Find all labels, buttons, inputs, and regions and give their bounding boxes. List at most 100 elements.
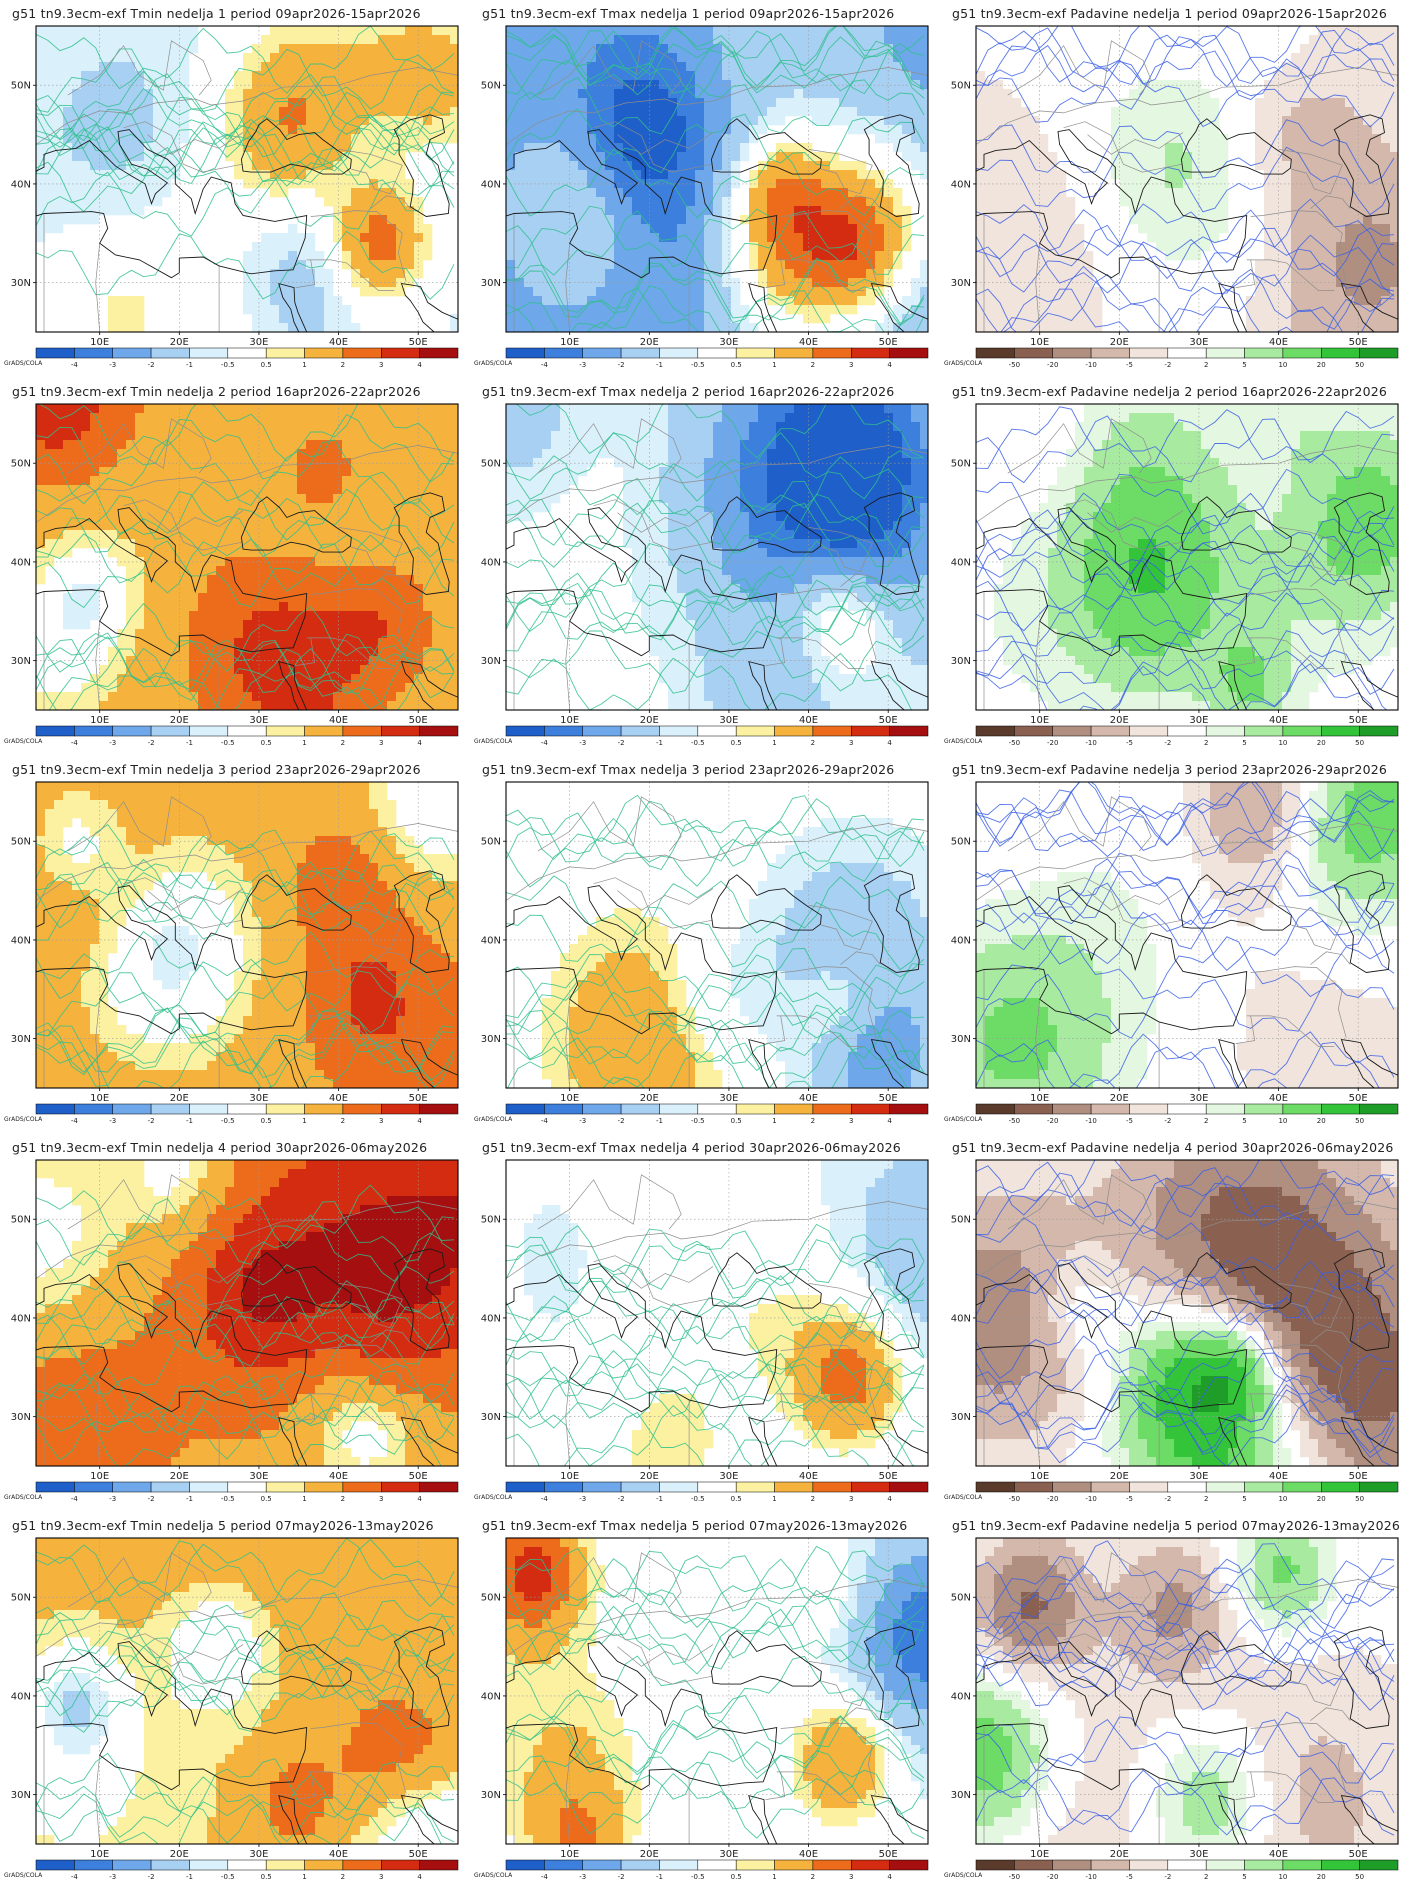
map-panel: g51 tn9.3ecm-exf Tmin nedelja 3 period 2… xyxy=(0,756,470,1135)
colorbar-label: 2 xyxy=(1204,1495,1208,1503)
lon-tick-label: 50E xyxy=(1349,1093,1368,1104)
lat-tick-label: 30N xyxy=(11,1412,31,1423)
colorbar-label: -20 xyxy=(1047,1873,1058,1881)
colorbar-label: -0.5 xyxy=(221,1117,235,1125)
colorbar-label: -10 xyxy=(1085,1495,1096,1503)
colorbar-label: -2 xyxy=(1164,1495,1171,1503)
lon-tick-label: 40E xyxy=(1269,1849,1288,1860)
colorbar-label: -5 xyxy=(1126,1117,1133,1125)
map-figure: 50N 40N 30N 10E 20E 30E 40E 50E -4 -3 -2 -1 -0.5 0.5 1… xyxy=(4,1537,459,1881)
map-figure: 50N 40N 30N 10E 20E 30E 40E 50E -50 -20 -10 -5 -2 2 5 1… xyxy=(944,403,1399,747)
colorbar-label: -2 xyxy=(1164,739,1171,747)
grads-credit: GrADS/COLA xyxy=(474,1494,513,1501)
lon-tick-label: 20E xyxy=(1110,1849,1129,1860)
colorbar-label: -0.5 xyxy=(691,1117,705,1125)
lat-tick-label: 40N xyxy=(951,557,971,568)
map-field xyxy=(976,404,1398,710)
map-panel: g51 tn9.3ecm-exf Padavine nedelja 1 peri… xyxy=(940,0,1410,379)
colorbar-label: 2 xyxy=(1204,361,1208,369)
colorbar-label: 2 xyxy=(811,1117,815,1125)
colorbar-label: 4 xyxy=(417,739,422,747)
lon-tick-label: 10E xyxy=(90,1471,109,1482)
lat-tick-label: 50N xyxy=(11,81,31,92)
map-figure: 50N 40N 30N 10E 20E 30E 40E 50E -50 -20 -10 -5 -2 2 5 1… xyxy=(944,781,1399,1125)
colorbar: -50 -20 -10 -5 -2 2 5 10 20 50 xyxy=(975,1481,1399,1503)
colorbar-label: -4 xyxy=(71,1495,79,1503)
colorbar-label: -4 xyxy=(541,1873,549,1881)
colorbar-label: 10 xyxy=(1278,1117,1287,1125)
lat-tick-label: 50N xyxy=(481,1593,501,1604)
lat-tick-label: 30N xyxy=(11,278,31,289)
colorbar-label: -20 xyxy=(1047,1495,1058,1503)
map-figure: 50N 40N 30N 10E 20E 30E 40E 50E -4 -3 -2 -1 -0.5 0.5 1… xyxy=(4,1159,459,1503)
colorbar-label: 0.5 xyxy=(261,1495,272,1503)
grads-credit: GrADS/COLA xyxy=(944,1494,983,1501)
lat-tick-label: 30N xyxy=(951,1790,971,1801)
colorbar-label: 1 xyxy=(772,1495,776,1503)
colorbar-label: -2 xyxy=(1164,1117,1171,1125)
colorbar-label: 4 xyxy=(417,1117,422,1125)
map-field xyxy=(36,1538,458,1844)
colorbar-label: 0.5 xyxy=(731,361,742,369)
panel-title: g51 tn9.3ecm-exf Tmin nedelja 5 period 0… xyxy=(12,1518,434,1533)
colorbar-label: 3 xyxy=(849,739,853,747)
map-panel: g51 tn9.3ecm-exf Tmax nedelja 1 period 0… xyxy=(470,0,940,379)
lon-tick-label: 50E xyxy=(409,715,428,726)
colorbar-label: 1 xyxy=(772,1873,776,1881)
colorbar-label: 3 xyxy=(849,1117,853,1125)
map-panel: g51 tn9.3ecm-exf Tmin nedelja 2 period 1… xyxy=(0,378,470,757)
lat-tick-label: 50N xyxy=(11,1593,31,1604)
map-panel: g51 tn9.3ecm-exf Padavine nedelja 4 peri… xyxy=(940,1134,1410,1513)
lat-tick-label: 30N xyxy=(481,1412,501,1423)
colorbar: -4 -3 -2 -1 -0.5 0.5 1 2 3 4 xyxy=(505,1859,929,1881)
lat-tick-label: 40N xyxy=(951,935,971,946)
lon-tick-label: 30E xyxy=(249,1093,268,1104)
lon-tick-label: 20E xyxy=(1110,715,1129,726)
lon-tick-label: 10E xyxy=(560,1471,579,1482)
colorbar-label: -3 xyxy=(109,1495,116,1503)
colorbar-label: 4 xyxy=(417,1495,422,1503)
lat-tick-label: 50N xyxy=(951,459,971,470)
map-figure: 50N 40N 30N 10E 20E 30E 40E 50E -50 -20 -10 -5 -2 2 5 1… xyxy=(944,1537,1399,1881)
lon-tick-label: 50E xyxy=(879,337,898,348)
colorbar-label: 2 xyxy=(341,1873,345,1881)
colorbar-label: -3 xyxy=(109,1873,116,1881)
lon-tick-label: 20E xyxy=(170,1849,189,1860)
lon-tick-label: 40E xyxy=(1269,1093,1288,1104)
colorbar-label: 2 xyxy=(341,361,345,369)
grads-credit: GrADS/COLA xyxy=(944,1116,983,1123)
colorbar-label: 5 xyxy=(1242,1873,1246,1881)
colorbar-label: 3 xyxy=(379,739,383,747)
colorbar-label: 0.5 xyxy=(261,1873,272,1881)
colorbar-label: -1 xyxy=(656,1117,663,1125)
grads-credit: GrADS/COLA xyxy=(4,1494,43,1501)
map-field xyxy=(506,1538,928,1844)
colorbar-label: 4 xyxy=(887,1495,892,1503)
map-field xyxy=(976,1538,1398,1844)
lat-tick-label: 40N xyxy=(481,1691,501,1702)
lon-tick-label: 50E xyxy=(409,1849,428,1860)
colorbar-label: 50 xyxy=(1355,361,1364,369)
lon-tick-label: 10E xyxy=(560,715,579,726)
lat-tick-label: 40N xyxy=(11,935,31,946)
colorbar-label: -3 xyxy=(579,739,586,747)
lon-tick-label: 40E xyxy=(1269,337,1288,348)
lon-tick-label: 10E xyxy=(560,337,579,348)
colorbar: -50 -20 -10 -5 -2 2 5 10 20 50 xyxy=(975,347,1399,369)
lon-tick-label: 50E xyxy=(1349,715,1368,726)
lon-tick-label: 40E xyxy=(799,1471,818,1482)
colorbar-label: 3 xyxy=(379,1873,383,1881)
lon-tick-label: 50E xyxy=(1349,1471,1368,1482)
colorbar-label: -4 xyxy=(541,361,549,369)
lon-tick-label: 10E xyxy=(1030,715,1049,726)
colorbar-label: -4 xyxy=(71,1117,79,1125)
lon-tick-label: 40E xyxy=(799,1849,818,1860)
colorbar-label: -10 xyxy=(1085,1117,1096,1125)
map-panel: g51 tn9.3ecm-exf Tmax nedelja 5 period 0… xyxy=(470,1512,940,1891)
colorbar-label: -1 xyxy=(656,1495,663,1503)
lon-tick-label: 40E xyxy=(1269,1471,1288,1482)
colorbar-label: 1 xyxy=(772,739,776,747)
panel-title: g51 tn9.3ecm-exf Tmin nedelja 1 period 0… xyxy=(12,6,421,21)
panel-title: g51 tn9.3ecm-exf Tmin nedelja 2 period 1… xyxy=(12,384,421,399)
